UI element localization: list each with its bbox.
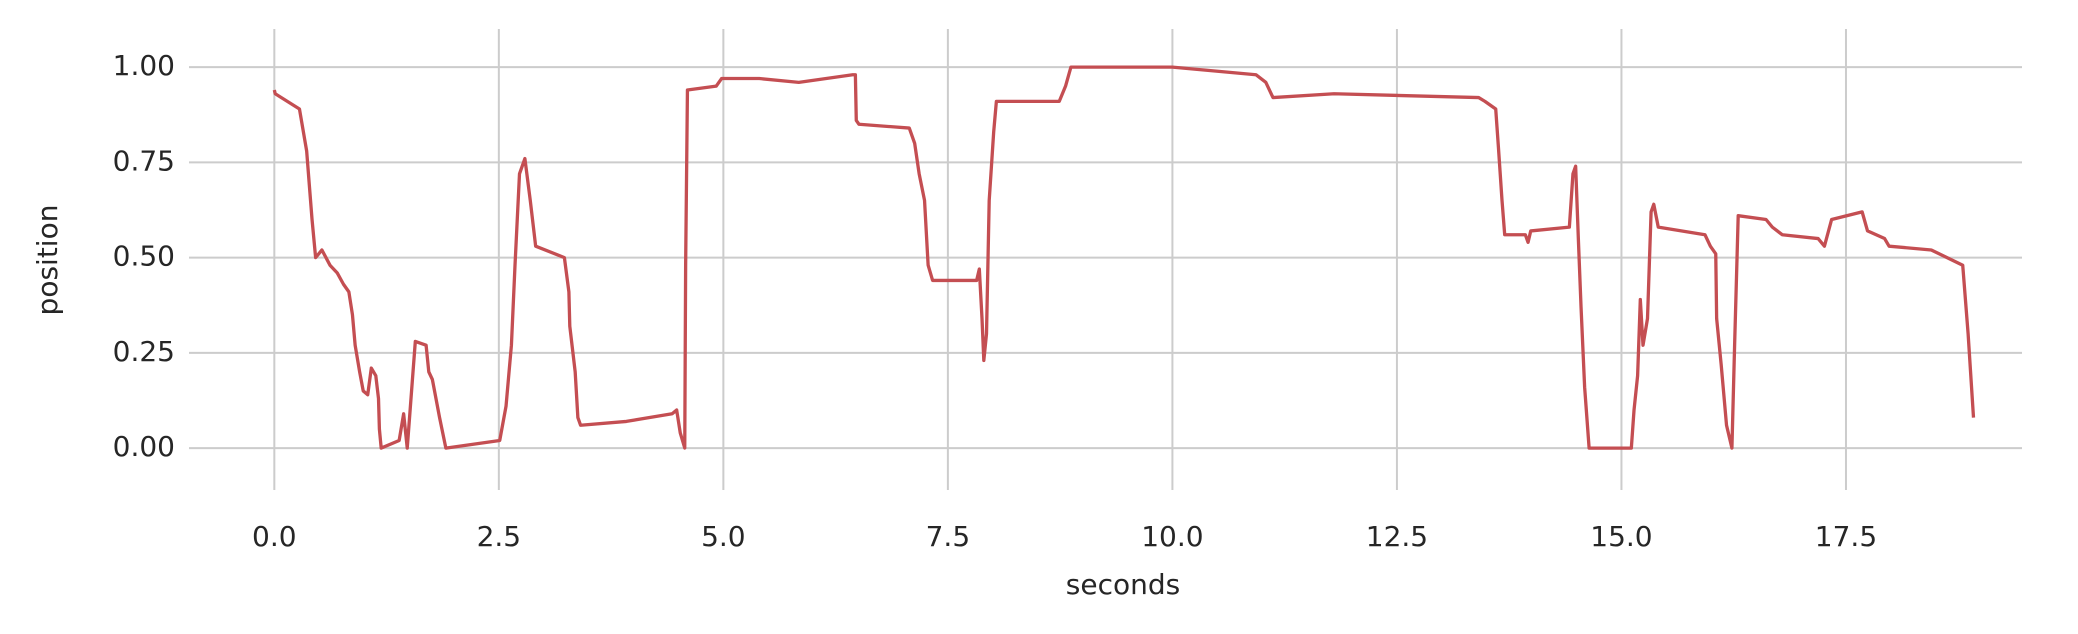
y-tick-label: 0.75: [113, 144, 175, 177]
y-tick-label: 0.50: [113, 240, 175, 273]
y-tick-label: 1.00: [113, 49, 175, 82]
x-tick-label: 15.0: [1590, 520, 1652, 553]
x-tick-label: 2.5: [477, 520, 522, 553]
data-line: [272, 65, 1976, 450]
y-tick-label: 0.00: [113, 430, 175, 463]
y-tick-label: 0.25: [113, 335, 175, 368]
x-tick-label: 17.5: [1815, 520, 1877, 553]
x-tick-label: 10.0: [1141, 520, 1203, 553]
x-tick-label: 5.0: [701, 520, 746, 553]
y-axis-label: position: [31, 205, 64, 316]
x-tick-label: 12.5: [1366, 520, 1428, 553]
x-axis-label: seconds: [1066, 568, 1180, 601]
x-tick-label: 0.0: [252, 520, 297, 553]
x-tick-label: 7.5: [926, 520, 971, 553]
